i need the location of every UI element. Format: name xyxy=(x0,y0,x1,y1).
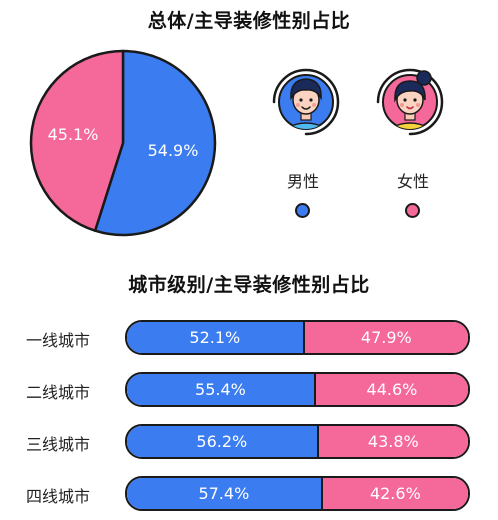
category-label: 三线城市 xyxy=(26,435,91,454)
bar-segment-male: 57.4% xyxy=(127,478,323,509)
pie-label-male: 54.9% xyxy=(148,141,199,160)
stacked-bar: 52.1% 47.9% xyxy=(125,320,470,355)
stacked-bar: 56.2% 43.8% xyxy=(125,424,470,459)
bar-row: 二线城市 55.4% 44.6% xyxy=(0,372,498,408)
legend-dot-male xyxy=(295,203,310,218)
pie-slice-male xyxy=(93,49,217,237)
stacked-bar: 57.4% 42.6% xyxy=(125,476,470,511)
bar-row: 四线城市 57.4% 42.6% xyxy=(0,476,498,512)
bar-segment-male: 52.1% xyxy=(127,322,305,353)
bar-segment-male: 55.4% xyxy=(127,374,316,405)
bar-segment-male: 56.2% xyxy=(127,426,319,457)
bar-row: 一线城市 52.1% 47.9% xyxy=(0,320,498,356)
bar-segment-female: 44.6% xyxy=(315,374,468,405)
pie-chart: 54.9% 45.1% xyxy=(29,49,217,237)
stacked-bar: 55.4% 44.6% xyxy=(125,372,470,407)
bar-chart-title: 城市级别/主导装修性别占比 xyxy=(128,274,370,296)
category-label: 四线城市 xyxy=(26,487,91,506)
pie-chart-title: 总体/主导装修性别占比 xyxy=(147,10,351,32)
female-avatar-icon xyxy=(370,62,450,146)
legend-label-female: 女性 xyxy=(396,172,429,191)
legend-dot-female xyxy=(405,203,420,218)
bar-row: 三线城市 56.2% 43.8% xyxy=(0,424,498,460)
legend-label-male: 男性 xyxy=(286,172,319,191)
male-avatar-icon xyxy=(266,62,346,146)
bar-segment-female: 47.9% xyxy=(304,322,468,353)
pie-slice-female xyxy=(29,49,125,232)
category-label: 一线城市 xyxy=(26,331,91,350)
bar-segment-female: 43.8% xyxy=(318,426,468,457)
bar-segment-female: 42.6% xyxy=(322,478,468,509)
pie-label-female: 45.1% xyxy=(48,125,99,144)
category-label: 二线城市 xyxy=(26,383,91,402)
